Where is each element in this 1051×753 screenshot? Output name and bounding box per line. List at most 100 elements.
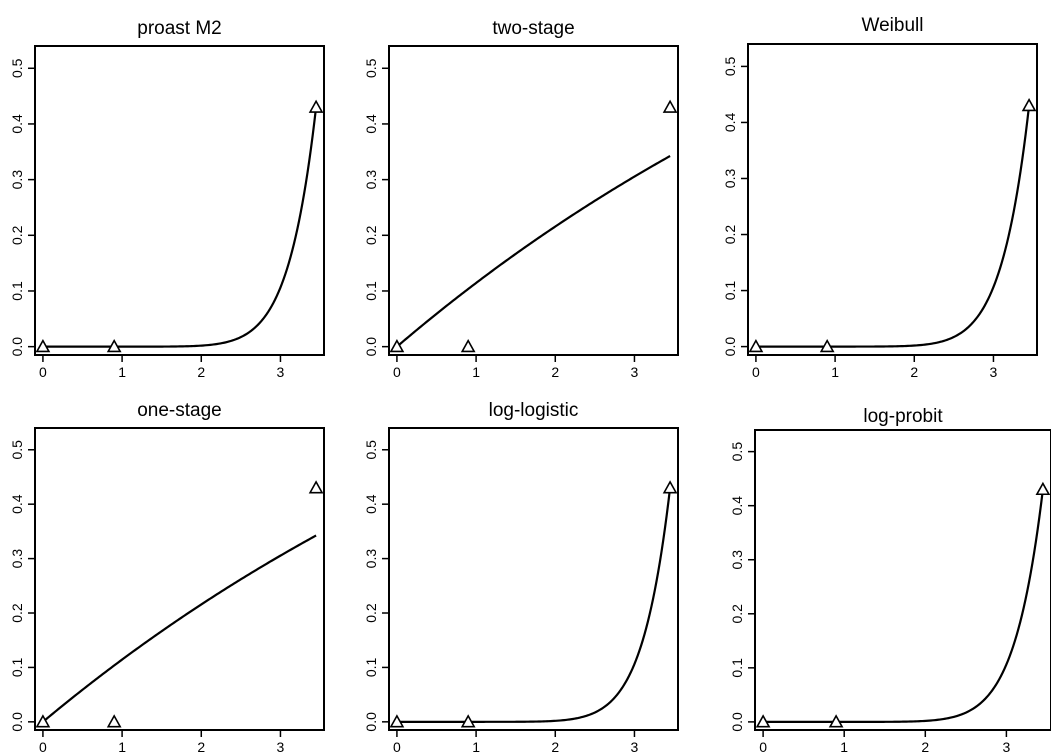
data-point [106,339,122,353]
y-tick-label: 0.0 [9,712,25,732]
plot-frame [34,45,325,356]
x-tick-label: 3 [631,739,639,753]
x-tick-label: 0 [393,364,401,380]
y-tick-label: 0.3 [729,550,745,570]
data-point [755,714,771,728]
y-tick-label: 0.1 [729,658,745,678]
data-point [308,480,324,494]
data-point [662,99,678,113]
y-tick-label: 0.0 [9,337,25,357]
data-point [1035,481,1051,496]
y-tick-label: 0.5 [9,440,25,460]
y-tick-label: 0.2 [722,225,738,245]
y-tick-label: 0.3 [722,169,738,189]
y-tick-label: 0.2 [9,603,25,623]
data-point [106,714,122,728]
plot-frame [754,429,1051,731]
x-tick-label: 0 [393,739,401,753]
y-tick-label: 0.1 [9,657,25,677]
x-tick-label: 2 [197,364,205,380]
x-tick-label: 3 [277,364,285,380]
y-tick-label: 0.2 [729,604,745,624]
y-tick-label: 0.3 [9,549,25,569]
plot-frame [34,427,325,731]
y-tick-label: 0.1 [363,657,379,677]
y-tick-label: 0.2 [9,225,25,245]
x-tick-label: 3 [990,364,998,380]
panel: Weibull 0 1 2 3 0.0 0.1 0.2 0.3 0.4 0.5 [722,15,1038,380]
fitted-curve [763,489,1044,723]
y-tick-label: 0.3 [9,170,25,190]
x-tick-label: 3 [631,364,639,380]
plot-frame [388,427,679,731]
y-tick-label: 0.2 [363,225,379,245]
data-point [35,714,51,728]
x-tick-label: 1 [118,739,126,753]
panel-title: proast M2 [137,18,221,39]
x-tick-label: 0 [39,739,47,753]
y-tick-label: 0.2 [363,603,379,623]
y-tick-label: 0.0 [722,337,738,357]
plot-frame [747,43,1038,356]
data-point [308,99,324,113]
x-tick-label: 2 [197,739,205,753]
x-tick-label: 2 [921,739,929,753]
panel-title: log-logistic [489,400,579,421]
panel-title: Weibull [862,15,924,36]
data-point [748,338,764,353]
panel: log-probit 0 1 2 3 0.0 0.1 0.2 0.3 0.4 0.5 [729,406,1051,753]
x-tick-label: 0 [759,739,767,753]
x-tick-label: 1 [831,364,839,380]
fitted-curve [396,155,671,348]
y-tick-label: 0.0 [363,712,379,732]
data-point [662,480,678,494]
y-tick-label: 0.1 [9,281,25,301]
data-point [460,339,476,353]
data-point [460,714,476,728]
y-tick-label: 0.5 [363,440,379,460]
panel: two-stage 0 1 2 3 0.0 0.1 0.2 0.3 0.4 0.5 [363,18,679,380]
y-tick-label: 0.5 [9,58,25,78]
panel: proast M2 0 1 2 3 0.0 0.1 0.2 0.3 0.4 0.5 [9,18,325,380]
x-tick-label: 0 [39,364,47,380]
y-tick-label: 0.0 [363,337,379,357]
y-tick-label: 0.4 [363,114,379,134]
y-tick-label: 0.3 [363,549,379,569]
data-point [35,339,51,353]
y-tick-label: 0.1 [722,281,738,301]
fitted-curve [42,534,317,723]
y-tick-label: 0.4 [729,496,745,516]
y-tick-label: 0.1 [363,281,379,301]
data-point [1021,97,1037,112]
x-tick-label: 1 [472,364,480,380]
panel: log-logistic 0 1 2 3 0.0 0.1 0.2 0.3 0.4 0.5 [363,400,679,753]
y-tick-label: 0.5 [729,442,745,462]
fitted-curve [755,105,1031,348]
x-tick-label: 0 [752,364,760,380]
x-tick-label: 2 [551,364,559,380]
fitted-curve [42,107,318,348]
data-point [819,338,835,353]
x-tick-label: 2 [910,364,918,380]
panel-title: log-probit [863,406,943,427]
y-tick-label: 0.4 [9,114,25,134]
x-tick-label: 1 [840,739,848,753]
data-point [389,714,405,728]
y-tick-label: 0.5 [363,58,379,78]
y-tick-label: 0.5 [722,56,738,76]
plot-frame [388,45,679,356]
data-point [828,714,844,728]
panel: one-stage 0 1 2 3 0.0 0.1 0.2 0.3 0.4 0.5 [9,400,325,753]
x-tick-label: 1 [472,739,480,753]
y-tick-label: 0.3 [363,170,379,190]
fitted-curve [396,487,672,723]
y-tick-label: 0.4 [722,113,738,133]
y-tick-label: 0.0 [729,712,745,732]
x-tick-label: 2 [551,739,559,753]
x-tick-label: 3 [1002,739,1010,753]
panel-title: one-stage [137,400,222,421]
x-tick-label: 3 [277,739,285,753]
y-tick-label: 0.4 [363,494,379,514]
data-point [389,339,405,353]
